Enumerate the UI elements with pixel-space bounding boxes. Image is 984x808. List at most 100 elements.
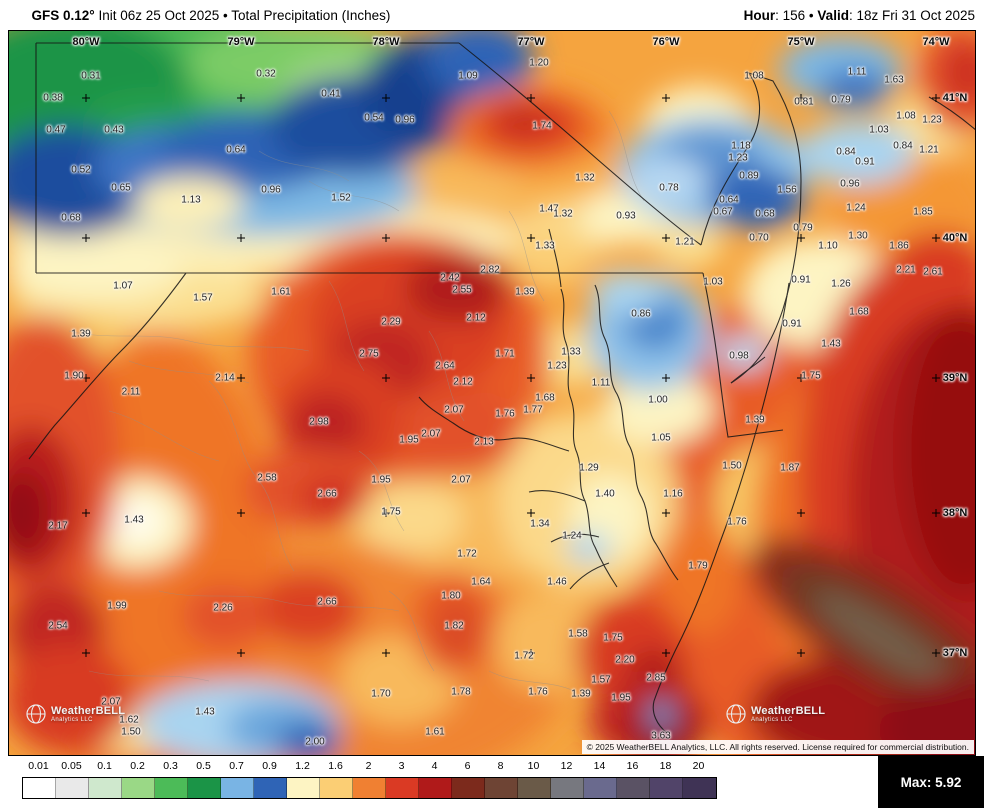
- scale-swatch: [584, 778, 617, 798]
- precip-value-label: 1.95: [611, 692, 631, 704]
- precip-value-label: 0.65: [111, 182, 131, 194]
- precip-value-label: 1.75: [381, 506, 401, 518]
- precip-value-label: 1.87: [780, 462, 800, 474]
- scale-tick-label: 3: [398, 760, 405, 772]
- longitude-label: 74°W: [922, 36, 950, 48]
- precip-value-label: 1.57: [193, 292, 213, 304]
- scale-tick-label: 1.2: [295, 760, 310, 772]
- globe-icon: [726, 704, 746, 724]
- precip-value-label: 1.70: [371, 688, 391, 700]
- field-blobs: [9, 31, 975, 755]
- precip-value-label: 2.64: [435, 360, 455, 372]
- precip-value-label: 1.24: [562, 530, 582, 542]
- precipitation-field: [9, 31, 975, 755]
- precip-value-label: 2.07: [444, 404, 464, 416]
- precip-value-label: 0.91: [782, 318, 802, 330]
- max-value-text: Max: 5.92: [900, 774, 962, 790]
- precip-value-label: 2.55: [452, 284, 472, 296]
- precip-value-label: 0.31: [81, 70, 101, 82]
- scale-swatches: [22, 777, 717, 799]
- precip-value-label: 1.75: [603, 632, 623, 644]
- scale-tick-label: 12: [560, 760, 573, 772]
- model-name: GFS 0.12°: [31, 7, 95, 23]
- latitude-label: 39°N: [942, 372, 968, 384]
- precip-value-label: 1.47: [539, 203, 559, 215]
- precip-value-label: 0.52: [71, 164, 91, 176]
- scale-tick-label: 0.3: [163, 760, 178, 772]
- precip-value-label: 2.00: [305, 736, 325, 748]
- map-title: GFS 0.12° Init 06z 25 Oct 2025 • Total P…: [9, 0, 391, 38]
- precip-value-label: 2.82: [480, 264, 500, 276]
- precip-value-label: 1.57: [591, 674, 611, 686]
- scale-tick-label: 18: [659, 760, 672, 772]
- header-bar: GFS 0.12° Init 06z 25 Oct 2025 • Total P…: [0, 0, 984, 30]
- precip-value-label: 0.54: [364, 112, 384, 124]
- precip-value-label: 3.63: [651, 730, 671, 742]
- precip-value-label: 1.32: [553, 208, 573, 220]
- precip-value-label: 0.84: [893, 140, 913, 152]
- longitude-label: 76°W: [652, 36, 680, 48]
- weatherbell-logo: WeatherBELL Analytics LLC: [25, 703, 125, 725]
- precip-value-label: 0.78: [659, 182, 679, 194]
- precip-value-label: 1.78: [451, 686, 471, 698]
- precip-value-label: 1.03: [869, 124, 889, 136]
- precip-value-label: 2.20: [615, 654, 635, 666]
- precip-value-label: 1.26: [831, 278, 851, 290]
- precip-value-label: 0.38: [43, 92, 63, 104]
- scale-swatch: [518, 778, 551, 798]
- precip-value-label: 2.58: [257, 472, 277, 484]
- precip-value-label: 1.85: [913, 206, 933, 218]
- precip-value-label: 1.21: [675, 236, 695, 248]
- precip-value-label: 0.98: [729, 350, 749, 362]
- precip-value-label: 1.77: [523, 404, 543, 416]
- precip-value-label: 2.29: [381, 316, 401, 328]
- precip-value-label: 1.18: [731, 140, 751, 152]
- precip-value-label: 1.58: [568, 628, 588, 640]
- valid-label: Valid: [817, 7, 849, 23]
- precip-value-label: 2.21: [896, 264, 916, 276]
- precip-value-label: 1.62: [119, 714, 139, 726]
- precip-value-label: 1.71: [495, 348, 515, 360]
- precip-value-label: 1.82: [444, 620, 464, 632]
- max-value-badge: Max: 5.92: [878, 756, 984, 808]
- scale-tick-label: 16: [626, 760, 639, 772]
- precip-value-label: 1.33: [561, 346, 581, 358]
- precip-value-label: 1.46: [547, 576, 567, 588]
- scale-swatch: [353, 778, 386, 798]
- precip-value-label: 1.76: [727, 516, 747, 528]
- county-lines: [68, 110, 645, 692]
- scale-swatch: [188, 778, 221, 798]
- logo-name: WeatherBELL: [751, 705, 826, 717]
- longitude-label: 80°W: [72, 36, 100, 48]
- precip-value-label: 0.64: [719, 194, 739, 206]
- precip-value-label: 1.99: [107, 600, 127, 612]
- precip-value-label: 1.95: [371, 474, 391, 486]
- precip-value-label: 0.32: [256, 68, 276, 80]
- precip-value-label: 1.76: [495, 408, 515, 420]
- precip-value-label: 1.32: [575, 172, 595, 184]
- precip-value-label: 0.41: [321, 88, 341, 100]
- precip-value-label: 1.30: [848, 230, 868, 242]
- precip-value-label: 1.75: [801, 370, 821, 382]
- precip-value-label: 0.96: [395, 114, 415, 126]
- scale-swatch: [155, 778, 188, 798]
- precip-value-label: 1.43: [195, 706, 215, 718]
- scale-swatch: [683, 778, 716, 798]
- latitude-label: 40°N: [942, 232, 968, 244]
- precip-value-label: 0.81: [794, 96, 814, 108]
- precip-value-label: 1.09: [458, 70, 478, 82]
- precip-value-label: 0.70: [749, 232, 769, 244]
- precip-value-label: 1.11: [591, 377, 611, 389]
- weatherbell-logo-secondary: WeatherBELL Analytics LLC: [725, 703, 825, 725]
- precip-value-label: 2.12: [453, 376, 473, 388]
- color-scale-bar: 0.01 0.05 0.1 0.2 0.3 0.5 0.7 0.9 1.2 1.6 2 3 4 6 8 10 1…: [0, 756, 984, 808]
- logo-subtitle: Analytics LLC: [51, 717, 93, 723]
- scale-swatch: [89, 778, 122, 798]
- hour-label: Hour: [743, 7, 776, 23]
- precip-value-label: 2.13: [474, 436, 494, 448]
- precip-value-label: 2.07: [451, 474, 471, 486]
- precip-value-label: 1.72: [457, 548, 477, 560]
- scale-tick-label: 0.5: [196, 760, 211, 772]
- scale-tick-label: 6: [464, 760, 471, 772]
- scale-tick-label: 4: [431, 760, 438, 772]
